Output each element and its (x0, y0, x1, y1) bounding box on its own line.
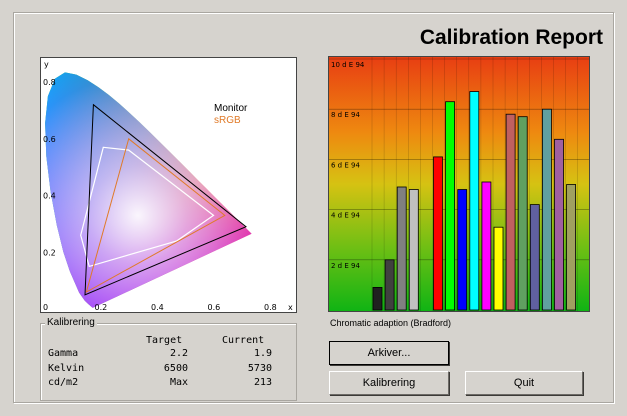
bar-y-tick-label: 4 d E 94 (331, 212, 360, 220)
cie-x-tick-label: 0.6 (208, 303, 221, 312)
row-current-luminance: 213 (253, 377, 272, 388)
cie-x-tick-label: 0.4 (151, 303, 164, 312)
report-panel (13, 12, 614, 403)
header-current: Current (222, 335, 265, 346)
quit-button[interactable]: Quit (465, 371, 583, 395)
delta-e-bar (481, 181, 492, 311)
gamut-legend: Monitor sRGB ISOcoated (214, 103, 261, 139)
cie-y-tick-label: 0.2 (43, 248, 56, 257)
legend-srgb: sRGB (214, 115, 241, 126)
bar-y-tick-label: 8 d E 94 (331, 111, 360, 119)
row-label-gamma: Gamma (48, 348, 79, 359)
kalibrering-group-label: Kalibrering (45, 317, 97, 328)
spectral-locus (45, 72, 252, 308)
srgb-gamut (85, 137, 226, 294)
kalibrering-group (40, 323, 297, 401)
page-title: Calibration Report (419, 26, 603, 49)
legend-isocoated: ISOcoated (214, 127, 262, 138)
delta-e-bar-chart: 2 d E 94 4 d E 94 6 d E 94 8 d E 94 10 d E 9… (328, 56, 590, 312)
cie-plot: y x 0.8 0.6 0.4 0.2 0 0.2 0.4 0.6 0.8 (43, 60, 293, 312)
delta-e-bar (445, 101, 455, 311)
cie-y-tick-label: 0.6 (43, 135, 56, 144)
delta-e-bar (457, 189, 468, 311)
kalibrering-button[interactable]: Kalibrering (329, 371, 449, 395)
delta-e-bar (408, 189, 419, 311)
delta-e-bar (541, 108, 552, 311)
cie-y-tick-label: 0.8 (43, 78, 56, 87)
cie-chromaticity-diagram: y x 0.8 0.6 0.4 0.2 0 0.2 0.4 0.6 0.8 Monitor s… (40, 57, 297, 313)
cie-y-axis-label: y (44, 60, 49, 69)
cie-x-tick-label: 0 (43, 303, 48, 312)
monitor-gamut (84, 103, 247, 296)
delta-e-bar (469, 91, 480, 311)
row-target-luminance: Max (169, 377, 188, 388)
row-target-kelvin: 6500 (163, 363, 188, 374)
cie-x-axis-label: x (288, 303, 293, 312)
bar-y-tick-label: 2 d E 94 (331, 262, 360, 270)
delta-e-bar (566, 184, 577, 311)
bar-y-tick-label: 10 d E 94 (331, 61, 365, 69)
bar-plot: 2 d E 94 4 d E 94 6 d E 94 8 d E 94 10 d E 9… (329, 57, 589, 311)
isocoated-gamut (80, 146, 215, 268)
row-current-gamma: 1.9 (253, 348, 272, 359)
delta-e-bar (529, 204, 540, 311)
arkiver-button[interactable]: Arkiver... (329, 341, 449, 365)
bar-y-tick-label: 6 d E 94 (331, 161, 360, 169)
row-current-kelvin: 5730 (247, 363, 272, 374)
delta-e-bar (433, 156, 443, 311)
legend-monitor: Monitor (214, 103, 248, 114)
chart-caption: Chromatic adaption (Bradford) (330, 318, 452, 328)
row-label-luminance: cd/m2 (48, 377, 79, 388)
cie-x-tick-label: 0.2 (95, 303, 108, 312)
row-target-gamma: 2.2 (169, 348, 188, 359)
cie-y-tick-label: 0.4 (43, 192, 56, 201)
cie-x-tick-label: 0.8 (264, 303, 277, 312)
delta-e-bar (505, 113, 516, 311)
delta-e-bar (384, 259, 395, 311)
row-label-kelvin: Kelvin (48, 363, 85, 374)
header-target: Target (146, 335, 183, 346)
delta-e-bar (493, 226, 504, 311)
delta-e-bar (554, 138, 564, 311)
delta-e-bar (396, 186, 407, 311)
delta-e-bar (517, 116, 528, 311)
delta-e-bar (372, 286, 383, 311)
